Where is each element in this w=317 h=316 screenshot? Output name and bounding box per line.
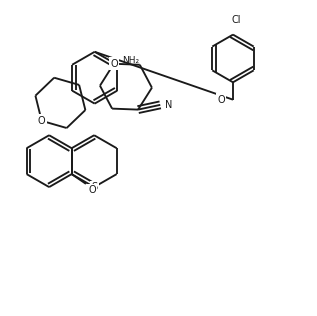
Text: O: O	[217, 95, 225, 105]
Text: N: N	[165, 100, 172, 110]
Text: O: O	[38, 116, 45, 126]
Text: O: O	[110, 59, 118, 69]
Text: NH₂: NH₂	[122, 56, 139, 64]
Text: O: O	[88, 185, 96, 195]
Text: Cl: Cl	[231, 15, 241, 25]
Text: S: S	[91, 182, 97, 192]
